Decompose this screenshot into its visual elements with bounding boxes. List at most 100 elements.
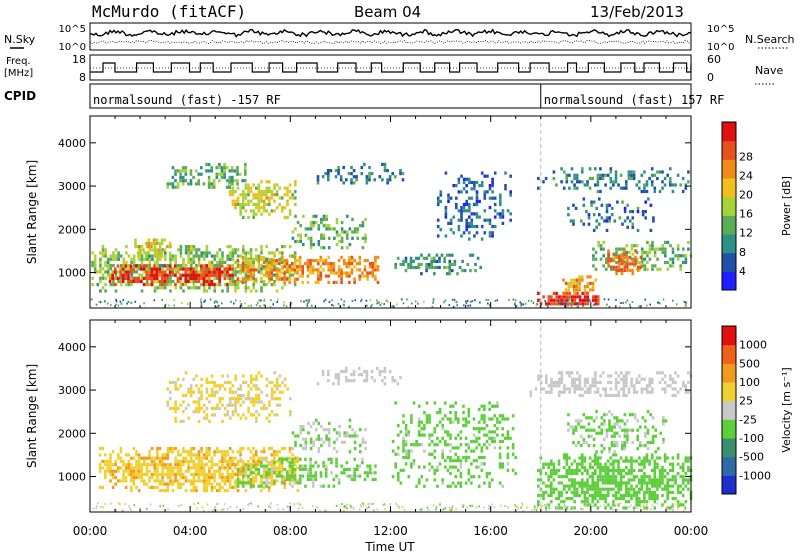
heatmap-cell xyxy=(617,390,620,394)
heatmap-cell xyxy=(153,270,156,274)
heatmap-cell xyxy=(229,283,232,287)
heatmap-cell xyxy=(252,260,255,264)
heatmap-cell xyxy=(208,466,211,470)
heatmap-cell xyxy=(485,439,489,444)
heatmap-cell xyxy=(406,298,408,301)
heatmap-cell xyxy=(455,206,458,210)
heatmap-cell xyxy=(327,224,331,228)
heatmap-cell xyxy=(138,257,141,261)
heatmap-cell xyxy=(244,472,248,476)
heatmap-cell xyxy=(192,260,196,264)
heatmap-cell xyxy=(101,245,105,249)
heatmap-cell xyxy=(441,423,444,428)
heatmap-cell xyxy=(160,241,164,245)
heatmap-cell xyxy=(184,279,187,283)
heatmap-cell xyxy=(658,472,662,476)
heatmap-cell xyxy=(383,382,387,386)
noise-tick-right-low: 10^0 xyxy=(707,42,734,53)
heatmap-cell xyxy=(537,186,540,190)
heatmap-cell xyxy=(234,248,237,252)
heatmap-cell xyxy=(511,446,515,450)
heatmap-cell xyxy=(622,384,626,388)
heatmap-cell xyxy=(610,425,614,429)
heatmap-cell xyxy=(334,376,338,380)
heatmap-cell xyxy=(160,238,164,242)
heatmap-cell xyxy=(140,276,144,280)
heatmap-cell xyxy=(324,258,328,263)
heatmap-cell xyxy=(666,478,669,482)
heatmap-cell xyxy=(419,508,422,511)
heatmap-cell xyxy=(334,373,338,377)
heatmap-cell xyxy=(202,182,206,186)
heatmap-cell xyxy=(527,299,530,302)
heatmap-cell xyxy=(449,218,453,222)
heatmap-cell xyxy=(443,256,446,260)
heatmap-cell xyxy=(582,203,586,207)
heatmap-cell xyxy=(578,384,582,388)
heatmap-cell xyxy=(169,466,172,470)
heatmap-cell xyxy=(619,484,623,488)
heatmap-cell xyxy=(643,500,646,504)
colorbar-segment xyxy=(722,122,736,142)
heatmap-cell xyxy=(599,478,602,482)
heatmap-cell xyxy=(288,183,292,187)
heatmap-cell xyxy=(654,428,657,432)
heatmap-cell xyxy=(252,193,255,197)
heatmap-cell xyxy=(207,179,211,183)
heatmap-cell xyxy=(226,453,229,457)
heatmap-cell xyxy=(249,274,253,278)
heatmap-cell xyxy=(391,376,394,380)
heatmap-cell xyxy=(226,282,229,287)
heatmap-cell xyxy=(314,221,318,225)
heatmap-cell xyxy=(644,444,647,448)
heatmap-cell xyxy=(215,172,219,176)
heatmap-cell xyxy=(314,461,318,465)
heatmap-cell xyxy=(417,262,421,267)
heatmap-cell xyxy=(664,419,668,423)
heatmap-cell xyxy=(494,299,497,302)
heatmap-cell xyxy=(404,439,408,444)
heatmap-cell xyxy=(472,427,476,431)
heatmap-cell xyxy=(135,463,138,467)
heatmap-cell xyxy=(578,387,582,391)
heatmap-cell xyxy=(449,471,452,476)
heatmap-cell xyxy=(656,456,659,460)
heatmap-cell xyxy=(625,472,628,476)
heatmap-cell xyxy=(109,469,112,473)
heatmap-cell xyxy=(311,258,315,263)
heatmap-cell xyxy=(640,484,644,488)
heatmap-cell xyxy=(335,450,339,454)
heatmap-cell xyxy=(348,467,351,471)
heatmap-cell xyxy=(594,468,597,473)
heatmap-cell xyxy=(574,444,578,448)
heatmap-cell xyxy=(404,259,408,263)
heatmap-cell xyxy=(603,447,606,451)
heatmap-cell xyxy=(645,490,649,494)
heatmap-cell xyxy=(604,481,607,485)
heatmap-cell xyxy=(462,231,466,235)
heatmap-cell xyxy=(607,374,610,378)
colorbar-segment xyxy=(722,234,736,254)
heatmap-cell xyxy=(342,271,346,275)
heatmap-cell xyxy=(129,264,133,268)
heatmap-cell xyxy=(119,503,121,506)
heatmap-cell xyxy=(213,406,216,411)
heatmap-cell xyxy=(249,264,253,268)
heatmap-cell xyxy=(645,189,649,194)
heatmap-cell xyxy=(164,257,167,261)
heatmap-cell xyxy=(444,299,447,302)
heatmap-cell xyxy=(570,167,574,171)
heatmap-cell xyxy=(594,472,597,476)
heatmap-cell xyxy=(250,502,252,505)
heatmap-cell xyxy=(625,250,629,254)
heatmap-cell xyxy=(111,463,115,467)
heatmap-cell xyxy=(319,484,323,488)
heatmap-cell xyxy=(643,183,646,187)
heatmap-cell xyxy=(436,202,440,207)
heatmap-cell xyxy=(200,254,203,258)
heatmap-cell xyxy=(208,380,211,385)
heatmap-cell xyxy=(443,265,446,270)
heatmap-cell xyxy=(506,209,510,213)
heatmap-cell xyxy=(270,283,274,287)
heatmap-cell xyxy=(184,270,187,274)
